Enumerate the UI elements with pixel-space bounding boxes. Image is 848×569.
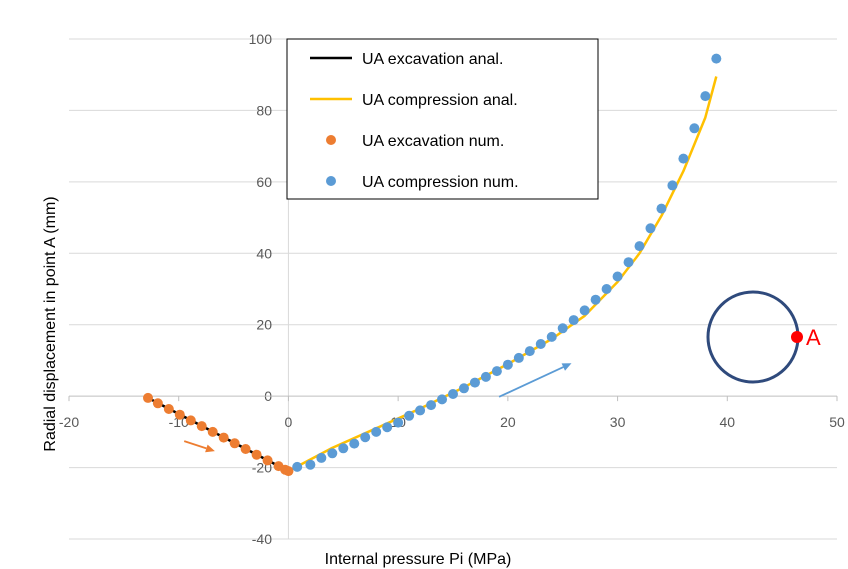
data-point-series-3	[612, 271, 623, 282]
x-tick-label: 0	[285, 414, 293, 430]
data-point-series-3	[371, 426, 382, 437]
direction-arrow-head	[561, 363, 572, 371]
data-point-series-2	[185, 415, 196, 426]
x-tick-label: 50	[829, 414, 845, 430]
data-point-series-3	[327, 448, 338, 459]
data-point-series-2	[240, 444, 251, 454]
y-tick-label: -40	[252, 531, 272, 547]
data-point-series-3	[349, 438, 360, 449]
data-point-series-3	[513, 352, 524, 363]
x-axis-title: Internal pressure Pi (MPa)	[325, 551, 512, 568]
data-point-series-2	[196, 421, 207, 432]
data-point-series-3	[404, 410, 415, 421]
data-point-series-3	[458, 383, 469, 394]
data-point-series-3	[502, 359, 513, 370]
data-point-series-3	[415, 405, 426, 416]
data-point-series-3	[292, 461, 303, 472]
y-axis-title: Radial displacement in point A (mm)	[42, 196, 59, 451]
data-point-series-3	[338, 443, 349, 454]
data-point-series-3	[645, 223, 656, 234]
data-point-series-3	[579, 305, 590, 316]
data-point-series-3	[700, 91, 711, 102]
data-point-series-3	[634, 241, 645, 252]
data-point-series-3	[656, 203, 667, 214]
legend-point-swatch	[326, 176, 336, 186]
data-point-series-3	[689, 123, 700, 134]
data-point-series-2	[218, 432, 229, 443]
y-tick-label: 60	[256, 174, 272, 190]
data-point-series-3	[546, 331, 557, 342]
x-tick-label: 40	[719, 414, 735, 430]
data-point-series-3	[437, 394, 448, 405]
data-point-series-3	[316, 452, 327, 463]
data-point-series-3	[568, 315, 579, 326]
data-point-series-3	[393, 417, 404, 428]
y-tick-label: 100	[249, 31, 273, 47]
data-point-series-2	[152, 398, 163, 409]
tunnel-inset: A	[706, 290, 821, 384]
data-point-series-2	[229, 438, 240, 449]
x-tick-label: 30	[610, 414, 626, 430]
data-point-series-2	[174, 409, 185, 420]
data-point-series-3	[601, 284, 612, 294]
data-point-series-3	[426, 400, 437, 411]
data-point-series-3	[480, 371, 491, 382]
legend: UA excavation anal. UA compression anal. U…	[286, 38, 599, 200]
direction-arrows	[183, 363, 572, 453]
legend-label: UA compression num.	[362, 174, 519, 191]
data-point-series-3	[678, 153, 689, 164]
data-point-series-3	[382, 422, 393, 433]
plot-series	[142, 53, 722, 477]
data-point-series-2	[251, 449, 262, 460]
data-point-series-3	[469, 377, 480, 388]
legend-label: UA excavation num.	[362, 133, 504, 150]
data-point-series-2	[283, 466, 294, 477]
data-point-series-3	[491, 366, 502, 377]
y-tick-label: 20	[256, 317, 272, 333]
direction-arrow-shaft	[498, 366, 564, 398]
direction-arrow-head	[205, 444, 215, 453]
point-a-marker	[791, 331, 803, 343]
y-tick-label: 40	[256, 245, 272, 261]
data-point-series-3	[360, 432, 371, 443]
point-a-label: A	[806, 325, 821, 350]
data-point-series-2	[163, 404, 174, 414]
data-point-series-2	[262, 455, 273, 466]
data-point-series-3	[557, 323, 568, 334]
data-point-series-3	[667, 180, 678, 191]
legend-point-swatch	[326, 135, 336, 145]
x-tick-label: -20	[59, 414, 79, 430]
legend-box	[286, 38, 599, 200]
data-point-series-2	[142, 392, 153, 403]
direction-arrow-shaft	[183, 440, 207, 450]
data-point-series-3	[448, 389, 458, 399]
y-tick-label: 80	[256, 102, 272, 118]
data-point-series-3	[623, 257, 634, 268]
legend-label: UA excavation anal.	[362, 51, 503, 68]
data-point-series-3	[524, 346, 535, 357]
x-tick-label: -10	[169, 414, 189, 430]
data-point-series-3	[590, 294, 601, 305]
data-point-series-3	[711, 53, 722, 64]
data-point-series-3	[535, 339, 546, 349]
data-point-series-2	[207, 426, 218, 437]
x-tick-label: 20	[500, 414, 516, 430]
legend-label: UA compression anal.	[362, 92, 518, 109]
tunnel-circle	[706, 290, 800, 384]
data-point-series-3	[305, 459, 316, 470]
